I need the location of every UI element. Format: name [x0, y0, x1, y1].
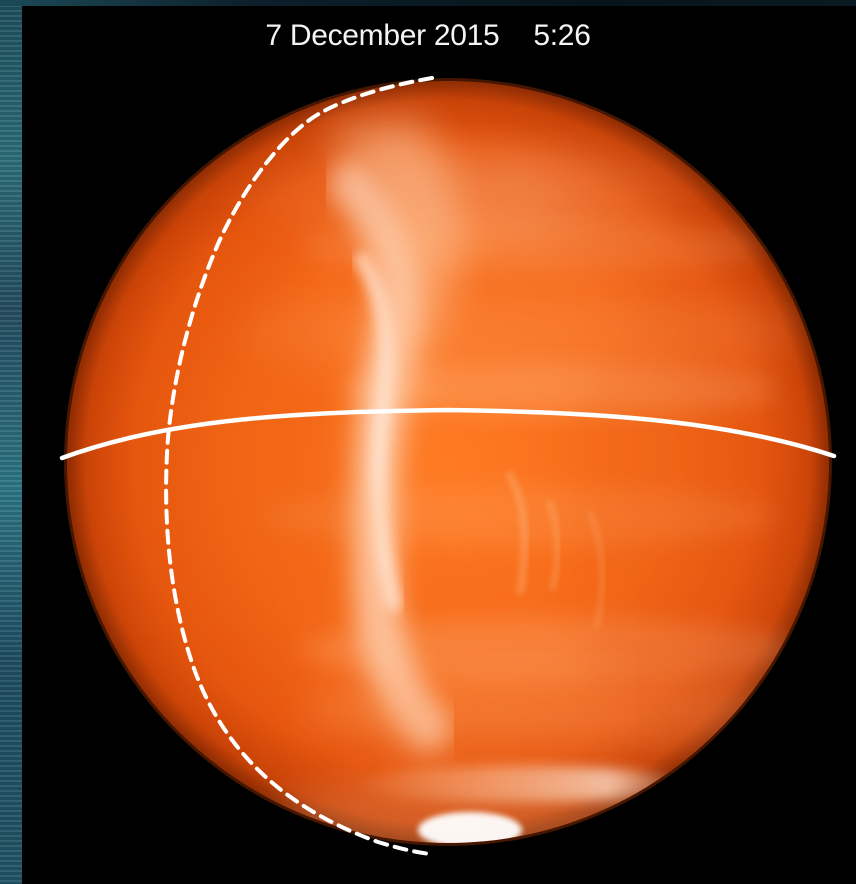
left-edge-strip [0, 0, 22, 884]
date-label: 7 December 2015 [265, 19, 500, 52]
equator-line [59, 407, 837, 461]
south-polar-bright-region [265, 760, 705, 843]
cloud-bands [105, 150, 820, 770]
terminator-dashed-line [164, 76, 434, 856]
image-timestamp: 7 December 2015 5:26 [0, 14, 856, 58]
top-edge-strip [0, 0, 856, 6]
time-label: 5:26 [533, 19, 591, 52]
overlay-lines [59, 76, 837, 856]
planet-disk [64, 78, 832, 846]
